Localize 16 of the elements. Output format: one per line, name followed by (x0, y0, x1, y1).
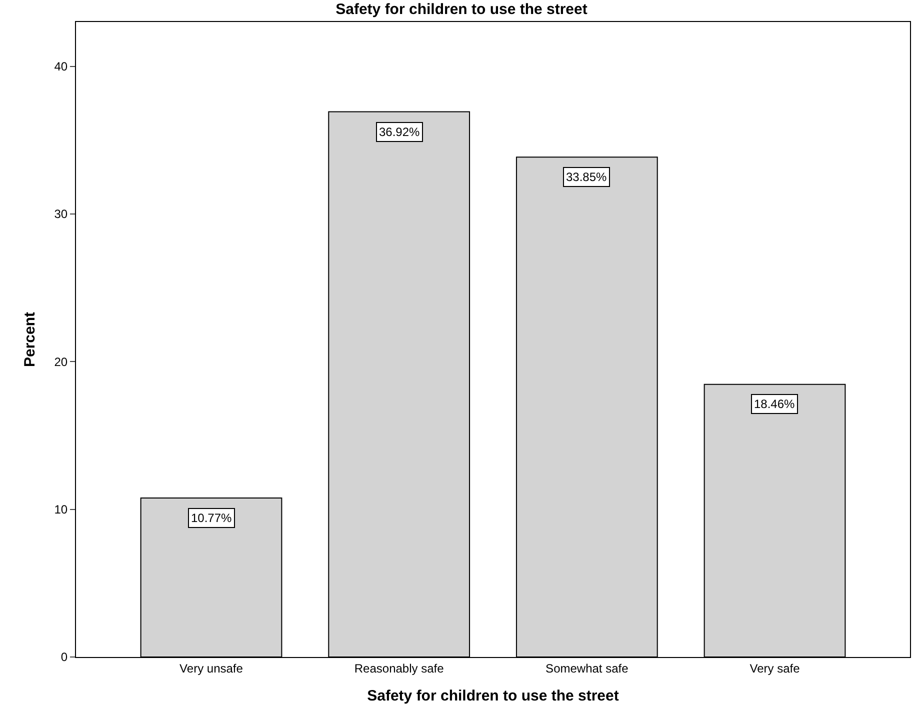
y-tick-label: 10 (54, 502, 68, 517)
data-label: 36.92% (379, 125, 420, 139)
chart-title: Safety for children to use the street (336, 1, 588, 18)
x-tick-label: Reasonably safe (354, 661, 444, 676)
x-tick-label: Very unsafe (180, 661, 244, 676)
y-tick-label: 30 (54, 207, 68, 222)
y-axis-title: Percent (21, 312, 38, 368)
x-tick-label: Somewhat safe (546, 661, 629, 676)
y-tick-label: 20 (54, 354, 68, 369)
y-tick-label: 40 (54, 60, 68, 74)
x-axis-title: Safety for children to use the street (367, 687, 619, 704)
data-label: 10.77% (191, 511, 232, 525)
data-label: 18.46% (754, 397, 796, 411)
x-tick-label: Very safe (750, 661, 800, 676)
data-label: 33.85% (566, 170, 608, 184)
y-tick-label: 0 (60, 650, 68, 664)
